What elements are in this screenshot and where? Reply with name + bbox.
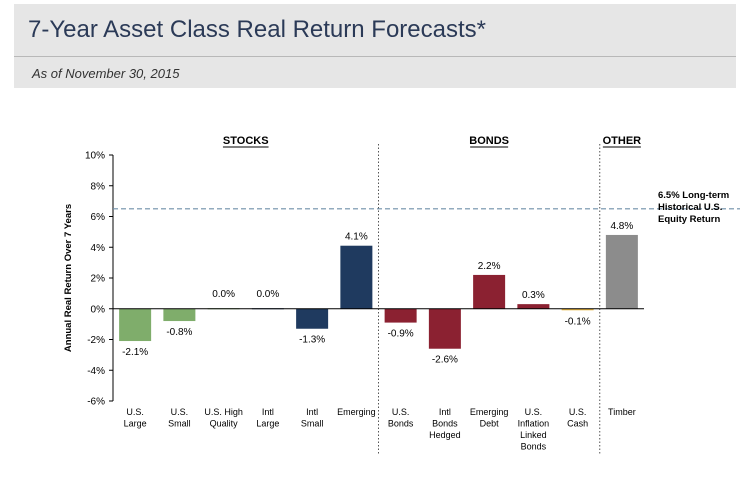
value-label: -1.3% <box>299 335 325 346</box>
y-tick-label: 0% <box>91 304 106 315</box>
y-tick-label: -4% <box>87 366 105 377</box>
category-label: Debt <box>480 419 500 429</box>
value-label: 4.8% <box>610 221 633 232</box>
group-header-bonds: BONDS <box>469 135 509 147</box>
category-label: Small <box>168 419 191 429</box>
group-header-stocks: STOCKS <box>223 135 269 147</box>
bar-6 <box>384 308 417 323</box>
value-label: -0.8% <box>166 327 192 338</box>
category-label: Emerging <box>337 407 376 417</box>
value-label: 2.2% <box>478 261 501 272</box>
bar-9 <box>517 304 550 309</box>
y-tick-label: 2% <box>91 274 106 285</box>
category-label: Timber <box>608 407 636 417</box>
category-label: Hedged <box>429 430 461 440</box>
category-label: U.S. <box>569 407 587 417</box>
category-label: Bonds <box>388 419 414 429</box>
category-label: Emerging <box>470 407 509 417</box>
category-label: U.S. <box>392 407 410 417</box>
reference-line-label: 6.5% Long-term <box>658 190 729 201</box>
bar-1 <box>163 308 196 322</box>
y-tick-label: 10% <box>85 151 105 162</box>
value-label: 0.3% <box>522 290 545 301</box>
category-label: Intl <box>439 407 451 417</box>
category-label: Cash <box>567 419 588 429</box>
reference-line-label: Equity Return <box>658 214 720 225</box>
value-label: -2.1% <box>122 347 148 358</box>
category-label: U.S. <box>126 407 144 417</box>
category-label: Bonds <box>521 442 547 452</box>
y-tick-label: 8% <box>91 181 106 192</box>
bar-8 <box>473 274 506 309</box>
title-divider <box>14 56 736 57</box>
page-title: 7-Year Asset Class Real Return Forecasts… <box>28 16 486 43</box>
y-axis-title: Annual Real Return Over 7 Years <box>63 204 74 352</box>
value-label: 0.0% <box>212 289 235 300</box>
value-label: 0.0% <box>256 289 279 300</box>
category-label: Quality <box>210 419 239 429</box>
category-label: Inflation <box>518 419 550 429</box>
header-panel: 7-Year Asset Class Real Return Forecasts… <box>14 4 736 88</box>
bar-5 <box>340 245 373 309</box>
category-label: Small <box>301 419 324 429</box>
bar-4 <box>296 308 329 329</box>
bar-0 <box>119 308 152 342</box>
category-label: U.S. <box>171 407 189 417</box>
category-label: Large <box>256 419 279 429</box>
category-label: U.S. High <box>204 407 243 417</box>
bar-10 <box>561 308 594 311</box>
category-label: Bonds <box>432 419 458 429</box>
y-tick-label: -2% <box>87 335 105 346</box>
category-label: U.S. <box>525 407 543 417</box>
y-tick-label: 6% <box>91 212 106 223</box>
y-tick-label: 4% <box>91 243 106 254</box>
page-subtitle: As of November 30, 2015 <box>32 66 180 81</box>
category-label: Large <box>124 419 147 429</box>
bar-7 <box>428 308 461 349</box>
value-label: -2.6% <box>432 355 458 366</box>
reference-line-label: Historical U.S. <box>658 202 722 213</box>
group-header-other: OTHER <box>603 135 642 147</box>
value-label: -0.1% <box>565 316 591 327</box>
value-label: -0.9% <box>388 329 414 340</box>
value-label: 4.1% <box>345 232 368 243</box>
y-tick-label: -6% <box>87 397 105 408</box>
category-label: Intl <box>306 407 318 417</box>
bar-11 <box>605 234 638 309</box>
category-label: Linked <box>520 430 547 440</box>
category-label: Intl <box>262 407 274 417</box>
